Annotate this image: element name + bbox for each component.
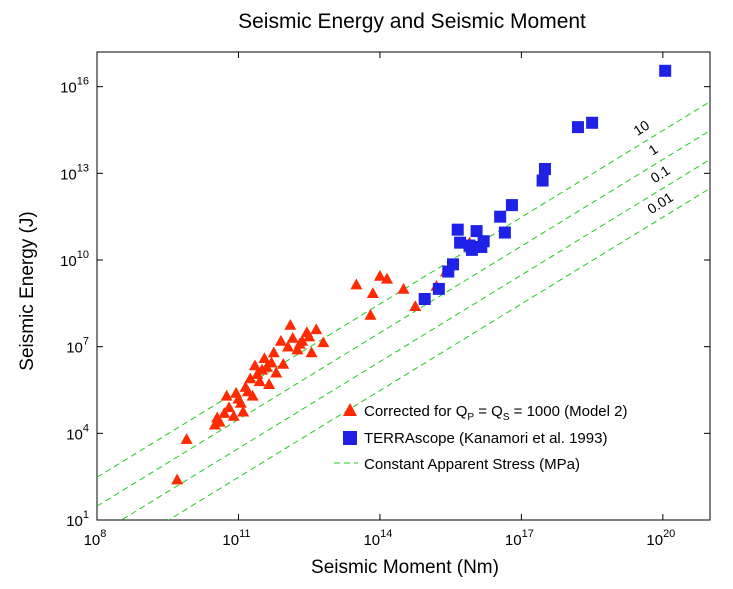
square-point bbox=[571, 121, 584, 134]
triangle-point bbox=[227, 410, 240, 421]
square-point bbox=[465, 243, 478, 256]
triangle-point bbox=[397, 282, 410, 294]
square-point bbox=[470, 225, 483, 238]
reference-line-label: 0.1 bbox=[648, 162, 673, 186]
legend-item-constant-stress: Constant Apparent Stress (MPa) bbox=[364, 456, 580, 473]
reference-line bbox=[120, 159, 710, 520]
plot-area bbox=[96, 51, 711, 521]
triangle-point bbox=[366, 287, 379, 299]
legend-item-terrascope: TERRAscope (Kanamori et al. 1993) bbox=[364, 430, 607, 447]
triangle-point bbox=[291, 343, 304, 355]
square-point bbox=[418, 293, 431, 305]
triangle-point bbox=[274, 334, 287, 346]
x-tick-label: 1017 bbox=[505, 528, 534, 549]
triangle-point bbox=[265, 356, 278, 368]
reference-line bbox=[97, 130, 710, 507]
legend: Corrected for QP = QS = 1000 (Model 2) TE… bbox=[334, 403, 627, 473]
legend-item-model2: Corrected for QP = QS = 1000 (Model 2) bbox=[364, 403, 627, 423]
chart-title: Seismic Energy and Seismic Moment bbox=[238, 10, 586, 33]
triangle-point bbox=[246, 389, 259, 401]
triangle-point bbox=[220, 389, 233, 401]
triangle-point bbox=[256, 363, 269, 375]
triangle-point bbox=[277, 358, 290, 369]
triangle-point bbox=[364, 308, 377, 320]
x-tick-label: 1014 bbox=[363, 528, 392, 549]
x-axis-ticks: 108 1011 1014 1017 1020 bbox=[84, 52, 675, 549]
y-tick-label: 1013 bbox=[60, 162, 89, 183]
reference-lines bbox=[97, 101, 710, 520]
legend-triangle-marker bbox=[343, 403, 357, 416]
square-point bbox=[505, 199, 518, 212]
x-tick-label: 1011 bbox=[222, 528, 250, 549]
triangle-point bbox=[281, 340, 294, 352]
square-point bbox=[586, 116, 599, 129]
triangle-point bbox=[267, 346, 280, 358]
triangle-point bbox=[208, 418, 221, 430]
square-point bbox=[432, 282, 445, 295]
triangle-point bbox=[180, 433, 193, 444]
triangle-point bbox=[286, 332, 299, 343]
y-tick-label: 104 bbox=[66, 422, 89, 443]
square-point bbox=[494, 210, 507, 223]
legend-square-marker bbox=[343, 431, 357, 445]
triangle-point bbox=[263, 378, 276, 390]
y-tick-label: 1016 bbox=[60, 76, 89, 97]
triangle-point bbox=[253, 375, 266, 387]
square-point bbox=[451, 223, 464, 236]
y-tick-label: 1010 bbox=[60, 249, 89, 270]
triangle-point bbox=[350, 278, 363, 290]
plot-border bbox=[96, 51, 711, 521]
triangle-point bbox=[248, 359, 261, 371]
square-point bbox=[498, 226, 511, 239]
reference-line-label: 0.01 bbox=[644, 189, 676, 217]
triangle-point bbox=[305, 346, 318, 358]
triangle-point bbox=[284, 319, 297, 330]
square-point bbox=[477, 235, 490, 248]
triangle-point bbox=[234, 397, 247, 408]
triangle-point bbox=[303, 330, 316, 342]
square-series bbox=[418, 64, 672, 305]
triangle-point bbox=[244, 372, 257, 384]
reference-line bbox=[167, 187, 710, 520]
y-tick-label: 101 bbox=[66, 509, 89, 530]
square-point bbox=[659, 64, 672, 77]
y-tick-label: 107 bbox=[66, 336, 89, 357]
triangle-point bbox=[237, 405, 250, 417]
x-tick-label: 108 bbox=[84, 528, 107, 549]
triangle-point bbox=[258, 352, 271, 364]
y-axis-label: Seismic Energy (J) bbox=[17, 211, 38, 370]
triangle-series bbox=[171, 236, 476, 485]
triangle-point bbox=[223, 401, 236, 413]
triangle-point bbox=[171, 473, 184, 485]
triangle-point bbox=[409, 300, 422, 312]
reference-line-label: 1 bbox=[645, 141, 660, 159]
x-axis-label: Seismic Moment (Nm) bbox=[311, 557, 499, 578]
reference-line-labels: 10 1 0.1 0.01 bbox=[630, 117, 676, 217]
triangle-point bbox=[310, 323, 323, 335]
square-point bbox=[536, 174, 549, 187]
x-tick-label: 1020 bbox=[646, 528, 675, 549]
square-point bbox=[538, 163, 551, 175]
square-point bbox=[447, 258, 460, 271]
triangle-point bbox=[380, 272, 393, 284]
triangle-point bbox=[296, 334, 309, 346]
triangle-point bbox=[218, 407, 231, 418]
triangle-point bbox=[270, 366, 283, 378]
triangle-point bbox=[317, 336, 330, 348]
triangle-point bbox=[213, 415, 226, 427]
square-point bbox=[454, 236, 467, 249]
reference-line-label: 10 bbox=[630, 117, 652, 139]
triangle-point bbox=[373, 269, 386, 281]
